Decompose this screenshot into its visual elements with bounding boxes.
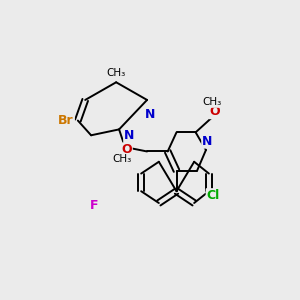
Text: Br: Br xyxy=(58,114,74,127)
Text: CH₃: CH₃ xyxy=(112,154,132,164)
Text: CH₃: CH₃ xyxy=(202,97,221,107)
Text: Cl: Cl xyxy=(207,189,220,202)
Text: CH₃: CH₃ xyxy=(106,68,126,78)
Text: O: O xyxy=(209,105,220,118)
Text: N: N xyxy=(202,135,213,148)
Text: O: O xyxy=(121,143,132,157)
Text: N: N xyxy=(145,108,155,121)
Text: F: F xyxy=(90,200,98,212)
Text: N: N xyxy=(124,129,135,142)
